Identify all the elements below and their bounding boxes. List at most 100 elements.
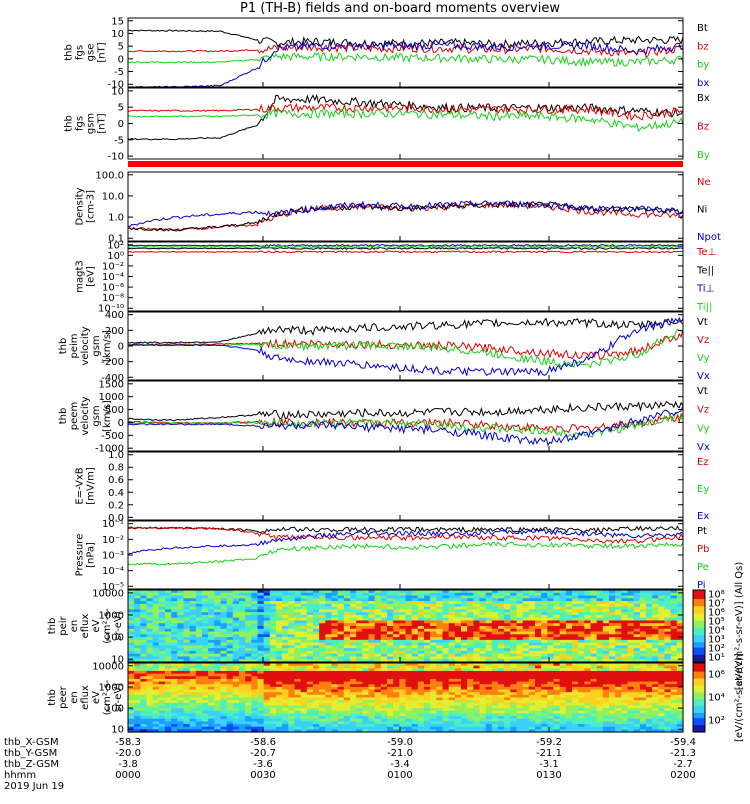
panel-frame (128, 312, 683, 380)
series-line-Bx (128, 95, 683, 140)
legend-entry: Pt (697, 526, 707, 537)
series-line-Pi (128, 530, 683, 556)
ylabel-line: fgs (75, 45, 86, 60)
ylabel-line: velocity (80, 396, 91, 435)
legend-entry: Ti⊥ (696, 284, 714, 295)
ylabel-line: peim (69, 333, 80, 358)
ytick-label: -10 (108, 152, 124, 163)
ylabel-line: peir (58, 615, 69, 635)
ytick-label: 10 (111, 29, 124, 40)
ytick-label: 0.6 (108, 475, 124, 486)
ylabel-line: [mV/m] (86, 467, 97, 505)
legend-entry: Ey (697, 484, 709, 495)
ylabel-line: velocity (80, 326, 91, 365)
panel-frame (128, 18, 683, 87)
ytick-label: 1.0 (108, 213, 124, 224)
series-line-Vt (128, 402, 683, 421)
ytick-label: 0 (118, 119, 124, 130)
ytick-label: 0 (118, 418, 124, 429)
legend-entry: Te⊥ (696, 247, 716, 258)
ytick-label: -5 (114, 67, 124, 78)
series-line-By (128, 109, 683, 131)
ytick-label: 100.0 (95, 170, 124, 181)
ytick-label: 0 (118, 342, 124, 353)
ylabel-line: [nT] (97, 113, 108, 133)
ytick-label: 10⁰ (107, 251, 124, 262)
ylabel-line: Density (75, 187, 86, 225)
ytick-label: 10⁻⁴ (102, 272, 124, 283)
series-line-Vt (128, 319, 683, 344)
ytick-label: 400 (105, 310, 124, 321)
panel-pressure: 10⁻⁵10⁻⁴10⁻³10⁻²10⁻¹Pressure[nPa]PtPbPeP… (75, 519, 710, 593)
ytick-label: 10⁻⁴ (102, 566, 124, 577)
ytick-label: 0.4 (108, 488, 124, 499)
series-line-Npot (128, 201, 683, 227)
series-line-bx (128, 42, 683, 87)
legend-entry: bz (697, 41, 709, 52)
ylabel-line: thb (58, 338, 69, 355)
series-line-Pb (128, 527, 683, 543)
ytick-label: 5 (118, 42, 124, 53)
ytick-label: 10⁻⁸ (102, 293, 124, 304)
ytick-label: 10 (111, 86, 124, 97)
ytick-label: 5 (118, 103, 124, 114)
ytick-label: 15 (111, 16, 124, 27)
ylabel-line: E=-VxB (75, 467, 86, 504)
legend-entry: Bx (697, 93, 710, 104)
ylabel-line: eflux (80, 614, 91, 639)
ytick-label: 0 (118, 54, 124, 65)
quality-flag-bar (128, 161, 683, 167)
legend-entry: Bz (697, 122, 709, 133)
ylabel-line: fgs (75, 116, 86, 131)
series-line-Ni (128, 202, 683, 231)
ylabel-line: (cm²-s- (102, 608, 113, 644)
legend-entry: By (697, 150, 710, 161)
legend-entry: Vt (697, 386, 708, 397)
ylabel-line: thb (58, 408, 69, 425)
ytick-label: 10.0 (102, 191, 124, 202)
ytick-label: 10⁻⁶ (102, 283, 124, 294)
ylabel-line: [cm-3] (86, 190, 97, 223)
ytick-label: 1500 (99, 379, 124, 390)
ylabel-line: eV (91, 619, 102, 632)
ylabel-line: [eV] (86, 266, 97, 287)
colorbar-tick-label: 10⁸ (708, 590, 725, 601)
ytick-label: 10⁻² (102, 535, 124, 546)
panel-temperature: 10⁻¹⁰10⁻⁸10⁻⁶10⁻⁴10⁻²10⁰10²magt3[eV]Te⊥T… (75, 240, 717, 314)
series-line-by (128, 53, 683, 66)
ylabel-line: gse (86, 44, 97, 62)
ytick-label: 1.0 (108, 450, 124, 461)
ylabel-line: peem (69, 402, 80, 430)
ylabel-line: thb (64, 44, 75, 61)
legend-entry: Vz (697, 405, 709, 416)
legend-entry: by (697, 60, 709, 71)
ylabel-line: thb (47, 618, 58, 635)
series-line-Te⊥ (128, 251, 683, 253)
legend-entry: Ex (697, 511, 709, 522)
ytick-label: -5 (114, 135, 124, 146)
ylabel-line: sr-eV) (113, 611, 124, 640)
legend-entry: Ne (697, 177, 711, 188)
legend-entry: Ez (697, 457, 709, 468)
legend-entry: Ti|| (696, 302, 712, 313)
legend-entry: Vx (697, 371, 710, 382)
ytick-label: 10² (107, 240, 124, 251)
ylabel-line: thb (64, 115, 75, 132)
ytick-label: 10000 (92, 588, 124, 599)
legend-entry: Vz (697, 335, 709, 346)
legend-entry: Bt (697, 23, 708, 34)
legend-entry: Vx (697, 442, 710, 453)
legend-entry: Vy (697, 353, 710, 364)
figure-title: P1 (TH-B) fields and on-board moments ov… (240, 1, 560, 16)
panel-peer_spec: 10²10⁴10⁶[eV/(cm²-s-sr-eV)]1010010001000… (47, 653, 745, 742)
series-line-Ti⊥ (128, 245, 683, 247)
ylabel-line: Pressure (75, 534, 86, 577)
ylabel-line: magt3 (75, 260, 86, 293)
